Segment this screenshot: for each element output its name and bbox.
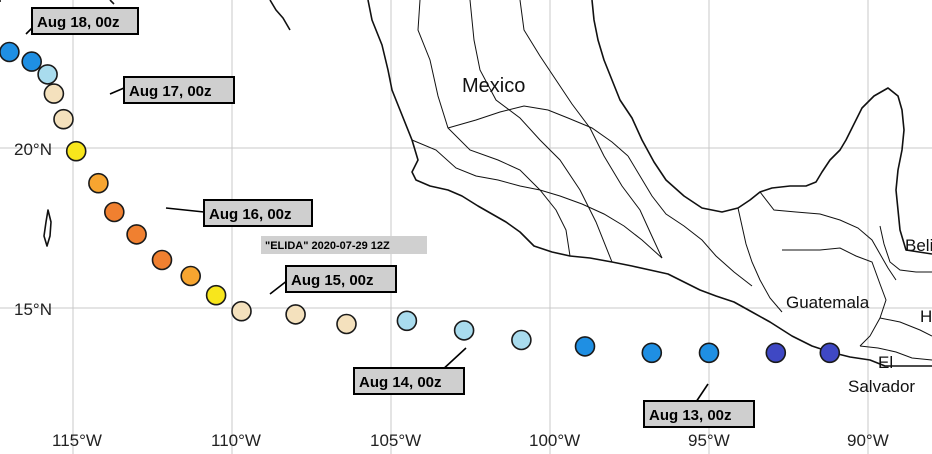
lon-label-105w: 105°W	[370, 431, 421, 450]
track-point-6	[453, 320, 475, 341]
place-honduras: Honduras	[920, 307, 932, 326]
track-point-8	[336, 313, 357, 335]
border-line	[417, 0, 571, 257]
track-point-4	[574, 336, 596, 357]
time-label-box	[31, 7, 139, 35]
time-label-box	[203, 199, 313, 227]
track-point-17	[65, 140, 87, 162]
time-label-aug18: Aug 18, 00z	[31, 7, 139, 35]
track-point-18	[53, 108, 74, 130]
time-label-aug13: Aug 13, 00z	[643, 400, 755, 428]
country-border-guatemala	[782, 247, 887, 347]
place-belize: Belize	[905, 236, 932, 255]
time-label-box	[353, 367, 465, 395]
track-point-1	[765, 342, 787, 364]
storm-name-background	[261, 236, 427, 254]
border-line	[627, 155, 753, 287]
track-point-2	[698, 342, 720, 364]
place-mexico: Mexico	[462, 75, 525, 97]
time-label-aug14: Aug 14, 00z	[353, 367, 465, 395]
track-point-14	[126, 224, 147, 245]
place-guatemala: Guatemala	[786, 293, 870, 312]
leader-aug16	[165, 207, 205, 213]
lat-axis: 20°N 15°N	[14, 140, 52, 319]
track-point-19	[43, 83, 65, 104]
track-point-9	[285, 304, 306, 325]
track-point-3	[641, 342, 663, 364]
lon-label-100w: 100°W	[529, 431, 580, 450]
border-line	[539, 189, 663, 259]
track-point-7	[396, 310, 418, 332]
time-label-text: Aug 16, 00z	[209, 206, 292, 223]
baja-tip-coast	[269, 0, 291, 31]
country-border-salvador	[859, 345, 932, 361]
time-label-text: Aug 13, 00z	[649, 407, 732, 424]
lon-axis: 115°W 110°W 105°W 100°W 95°W 90°W	[52, 431, 889, 450]
leader-aug13	[695, 383, 709, 403]
time-label-aug17: Aug 17, 00z	[123, 76, 235, 104]
lon-label-110w: 110°W	[211, 431, 261, 450]
border-line	[519, 0, 663, 259]
track-point-13	[151, 249, 173, 271]
storm-name-text: "ELIDA" 2020-07-29 12Z	[265, 240, 390, 252]
track-point-0	[819, 342, 841, 364]
time-label-box	[285, 265, 397, 293]
track-point-21	[21, 51, 43, 72]
state-borders	[411, 0, 932, 361]
time-label-text: Aug 17, 00z	[129, 83, 212, 100]
place-labels: Mexico Guatemala Belize Honduras El Salv…	[462, 75, 932, 396]
border-line	[469, 0, 613, 263]
border-line	[737, 207, 783, 313]
track-point-11	[205, 284, 227, 306]
place-salvador: Salvador	[848, 377, 915, 396]
storm-track	[0, 41, 841, 364]
time-label-aug16: Aug 16, 00z	[203, 199, 313, 227]
lon-label-115w: 115°W	[52, 431, 102, 450]
leader-lines	[25, 27, 709, 403]
leader-aug17	[109, 87, 125, 95]
storm-name-tag: "ELIDA" 2020-07-29 12Z	[261, 236, 427, 254]
time-label-text: Aug 15, 00z	[291, 272, 374, 289]
place-el: El	[878, 353, 893, 372]
gulf-coastline	[591, 0, 932, 255]
track-point-10	[231, 300, 252, 322]
time-label-aug15: Aug 15, 00z	[285, 265, 397, 293]
track-point-20	[37, 64, 58, 85]
track-point-22	[0, 41, 20, 63]
time-labels: Aug 18, 00z Aug 17, 00z Aug 16, 00z Aug …	[31, 7, 755, 428]
pacific-coastline	[367, 0, 932, 367]
track-point-5	[511, 329, 532, 351]
track-point-12	[180, 265, 201, 287]
track-point-15	[104, 201, 125, 223]
island-coast	[43, 209, 52, 247]
peninsula-coast	[109, 0, 115, 5]
lat-label-15n: 15°N	[14, 300, 52, 319]
border-line	[411, 139, 541, 191]
country-border-belize	[879, 225, 932, 273]
time-label-box	[123, 76, 235, 104]
border-line	[447, 105, 629, 157]
time-label-text: Aug 14, 00z	[359, 374, 442, 391]
lon-label-95w: 95°W	[688, 431, 730, 450]
lon-label-90w: 90°W	[847, 431, 889, 450]
lat-label-20n: 20°N	[14, 140, 52, 159]
time-label-box	[643, 400, 755, 428]
track-point-16	[88, 172, 109, 194]
country-border-honduras	[879, 317, 932, 337]
border-line	[759, 191, 897, 281]
time-label-text: Aug 18, 00z	[37, 14, 120, 31]
coastline	[0, 0, 932, 367]
